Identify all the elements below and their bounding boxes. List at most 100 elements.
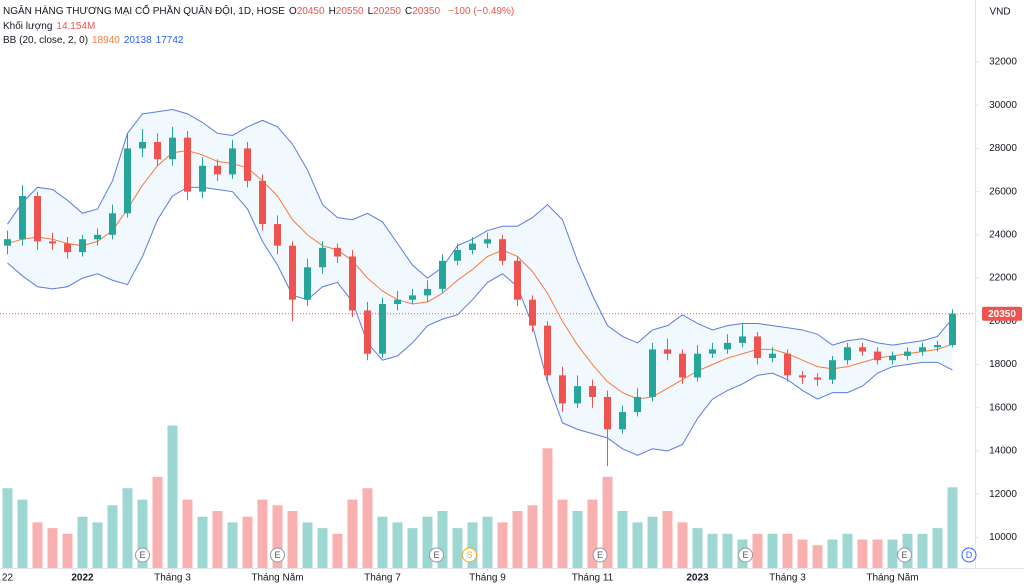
ohlc-key: C xyxy=(404,6,413,17)
ohlc-key: O xyxy=(288,6,297,17)
candle-body xyxy=(934,345,941,348)
x-tick-label: 2023 xyxy=(686,573,709,584)
volume-bar xyxy=(47,528,58,568)
y-tick-label: 18000 xyxy=(989,359,1017,370)
candle-body xyxy=(454,250,461,261)
volume-bar xyxy=(422,516,433,568)
candle-body xyxy=(904,351,911,356)
y-tick-label: 24000 xyxy=(989,230,1017,241)
ohlc-value: 20350 xyxy=(412,6,441,17)
candle-body xyxy=(619,412,626,430)
candle-body xyxy=(514,260,521,300)
volume-bar xyxy=(287,511,298,568)
volume-bar xyxy=(797,539,808,568)
volume-bar xyxy=(377,516,388,568)
volume-bar xyxy=(782,533,793,568)
candle-body xyxy=(139,141,146,149)
volume-bar xyxy=(767,533,778,568)
event-marker xyxy=(961,547,977,563)
y-tick-label: 10000 xyxy=(989,532,1017,543)
candle-body xyxy=(499,239,506,261)
candle-body xyxy=(559,375,566,404)
x-tick-label: Tháng 11 xyxy=(572,573,614,584)
candle-body xyxy=(424,288,431,296)
volume-value: 14.154M xyxy=(56,20,96,32)
volume-bar xyxy=(347,499,358,568)
event-marker xyxy=(592,547,608,563)
candle-body xyxy=(34,195,41,242)
candle-body xyxy=(469,243,476,251)
candle-body xyxy=(214,165,221,175)
candle-body xyxy=(679,353,686,378)
candle-body xyxy=(709,349,716,354)
candle-body xyxy=(829,360,836,380)
bb-upper-value: 20138 xyxy=(123,35,152,46)
y-tick-label: 28000 xyxy=(989,143,1017,154)
volume-bar xyxy=(92,522,103,568)
bb-lower-value: 17742 xyxy=(155,35,184,46)
volume-bar xyxy=(302,522,313,568)
event-marker xyxy=(462,547,477,563)
candle-body xyxy=(604,396,611,430)
x-tick-label: Tháng 3 xyxy=(769,573,806,584)
volume-bar xyxy=(842,533,853,568)
candle-body xyxy=(94,234,101,240)
candle-body xyxy=(754,336,761,359)
volume-bar xyxy=(107,505,118,568)
candle-body xyxy=(814,377,821,380)
candle-body xyxy=(49,241,56,244)
bb-upper xyxy=(7,109,953,346)
y-tick-label: 32000 xyxy=(989,57,1017,68)
y-tick-label: 12000 xyxy=(989,489,1017,500)
volume-bar xyxy=(362,488,373,568)
volume-row: Khối lượng 14.154M xyxy=(3,20,518,35)
volume-bar xyxy=(752,533,763,568)
candle-body xyxy=(739,336,746,343)
candle-body xyxy=(199,165,206,192)
event-label: E xyxy=(742,550,748,560)
candle-body xyxy=(949,313,956,346)
volume-bar xyxy=(182,499,193,568)
volume-title: Khối lượng xyxy=(3,20,53,32)
candle-body xyxy=(289,245,296,300)
volume-bar xyxy=(557,499,568,568)
volume-bar xyxy=(677,522,688,568)
candle-body xyxy=(349,256,356,311)
volume-bar xyxy=(617,511,628,568)
candle-body xyxy=(184,137,191,192)
volume-bar xyxy=(467,522,478,568)
y-tick-label: 22000 xyxy=(989,273,1017,284)
ohlc-key: H xyxy=(328,6,336,17)
volume-bar xyxy=(932,528,943,568)
volume-bar xyxy=(632,522,643,568)
volume-bar xyxy=(827,539,838,568)
x-tick-label: Tháng 9 xyxy=(469,573,506,584)
y-tick-label: 16000 xyxy=(989,402,1017,413)
candle-body xyxy=(664,349,671,354)
bb-title: BB (20, close, 2, 0) xyxy=(3,35,89,46)
candle-body xyxy=(409,295,416,300)
ohlc-value: 20550 xyxy=(335,6,364,17)
volume-bar xyxy=(407,528,418,568)
candle-body xyxy=(394,299,401,305)
candle-body xyxy=(439,260,446,289)
y-tick-label: 14000 xyxy=(989,446,1017,457)
volume-bar xyxy=(662,511,673,568)
volume-bar xyxy=(272,505,283,568)
candle-body xyxy=(334,247,341,257)
x-tick-label: Tháng 7 xyxy=(364,573,401,584)
x-tick-label: 2022 xyxy=(71,573,94,584)
volume-bar xyxy=(32,522,43,568)
ohlc-value: 20450 xyxy=(296,6,325,17)
event-label: S xyxy=(466,550,472,560)
volume-bar xyxy=(137,499,148,568)
volume-bar xyxy=(2,488,13,568)
volume-bar xyxy=(857,539,868,568)
volume-bar xyxy=(122,488,133,568)
candle-body xyxy=(574,386,581,404)
candle-body xyxy=(859,347,866,352)
volume-bar xyxy=(257,499,268,568)
candle-body xyxy=(229,148,236,175)
event-label: D xyxy=(966,550,973,560)
volume-bar xyxy=(317,528,328,568)
